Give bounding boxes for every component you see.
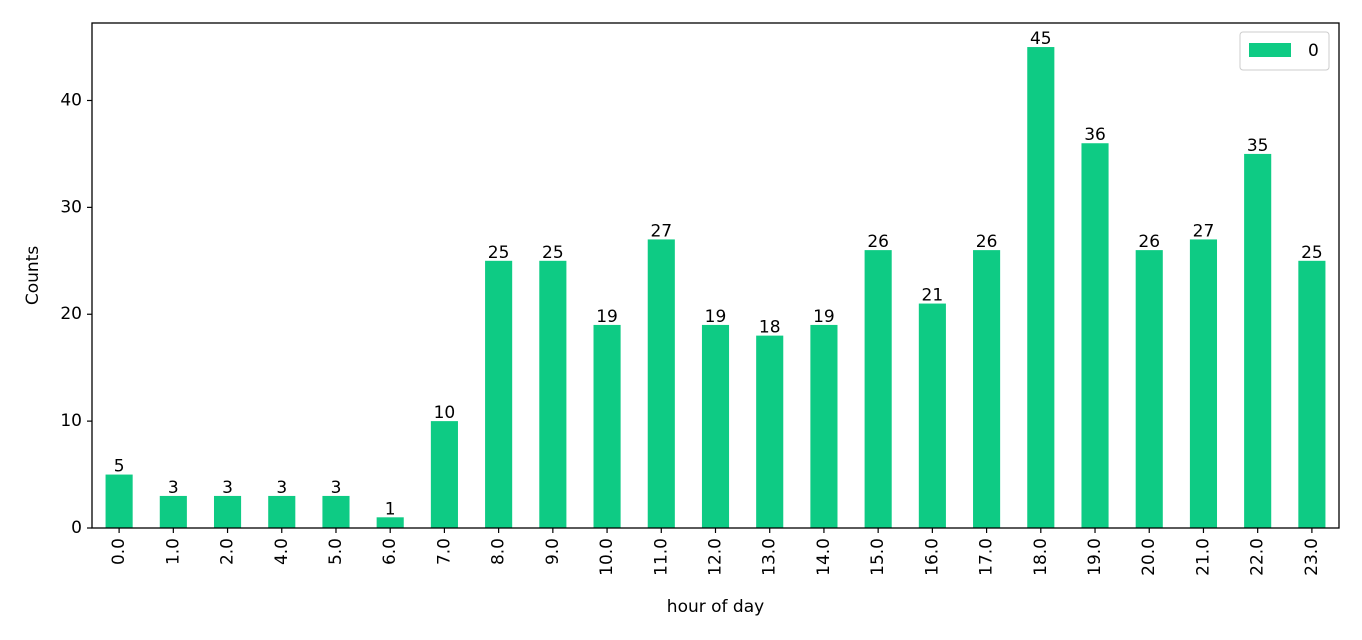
x-tick-label: 12.0: [706, 538, 726, 576]
bar-7.0: [430, 421, 458, 528]
bar-17.0: [973, 250, 1001, 529]
x-axis-ticks: 0.0 1.0 2.0 4.0 5.0 6.0 7.0 8.0 9.0 10.0 11.0 12.0 1…: [109, 528, 1322, 576]
bar-18.0: [1027, 47, 1055, 529]
bar-value-label: 10: [434, 403, 456, 423]
bar-4.0: [268, 495, 296, 528]
x-tick-label: 15.0: [868, 538, 888, 576]
x-tick-label: 19.0: [1085, 538, 1105, 576]
x-tick-label: 0.0: [109, 538, 129, 565]
bar-value-label: 45: [1030, 29, 1052, 49]
y-tick-label: 20: [60, 304, 82, 324]
x-tick-label: 21.0: [1193, 538, 1213, 576]
bar-19.0: [1081, 143, 1109, 528]
legend: 0: [1239, 31, 1330, 71]
x-tick-label: 10.0: [597, 538, 617, 576]
bar-value-label: 5: [114, 457, 125, 477]
x-tick-label: 22.0: [1248, 538, 1268, 576]
x-tick-label: 6.0: [380, 538, 400, 565]
x-tick-label: 16.0: [922, 538, 942, 576]
bar-23.0: [1298, 260, 1326, 528]
bar-value-label: 19: [813, 307, 835, 327]
bar-value-label: 26: [976, 232, 998, 252]
plot-frame: [91, 22, 1340, 529]
x-tick-label: 20.0: [1139, 538, 1159, 576]
bar-20.0: [1135, 250, 1163, 529]
bar-value-label: 19: [705, 307, 727, 327]
bar-1.0: [159, 495, 187, 528]
y-axis-label: Counts: [23, 246, 43, 305]
bar-6.0: [376, 517, 404, 528]
x-tick-label: 23.0: [1302, 538, 1322, 576]
legend-entry-label: 0: [1308, 41, 1319, 61]
x-tick-label: 1.0: [163, 538, 183, 565]
legend-swatch: [1249, 43, 1291, 57]
bar-value-label: 19: [596, 307, 618, 327]
bar-21.0: [1189, 239, 1218, 528]
x-tick-label: 14.0: [814, 538, 834, 576]
bar-value-label: 26: [1138, 232, 1160, 252]
y-tick-label: 30: [60, 197, 82, 217]
bar-value-label: 3: [222, 478, 233, 498]
bar-11.0: [647, 239, 675, 528]
y-tick-label: 40: [60, 90, 82, 110]
y-tick-label: 0: [71, 518, 82, 538]
bar-value-label: 3: [276, 478, 287, 498]
bar-15.0: [864, 250, 892, 529]
x-tick-label: 11.0: [651, 538, 671, 576]
bar-value-label: 25: [488, 243, 510, 263]
bar-value-label: 25: [542, 243, 564, 263]
bar-10.0: [593, 324, 621, 528]
bar-14.0: [810, 324, 838, 528]
y-axis-ticks: 0 10 20 30 40: [60, 90, 92, 538]
x-tick-label: 4.0: [272, 538, 292, 565]
bar-9.0: [539, 260, 567, 528]
bar-8.0: [485, 260, 513, 528]
x-tick-label: 5.0: [326, 538, 346, 565]
bar-value-label: 27: [650, 221, 672, 241]
bar-value-label: 3: [331, 478, 342, 498]
y-tick-label: 10: [60, 411, 82, 431]
bar-5.0: [322, 495, 350, 528]
bar-labels-layer: 5 3 3 3 3 1 10 25 25 19 27 19 18 19 26 21 26 45 36 26 27 35 25: [114, 29, 1323, 519]
bar-value-label: 26: [867, 232, 889, 252]
bar-value-label: 18: [759, 318, 781, 338]
bar-value-label: 25: [1301, 243, 1323, 263]
bars-layer: [105, 47, 1326, 529]
bar-value-label: 3: [168, 478, 179, 498]
bar-value-label: 36: [1084, 125, 1106, 145]
x-tick-label: 2.0: [218, 538, 238, 565]
x-axis-label: hour of day: [667, 597, 764, 617]
x-tick-label: 9.0: [543, 538, 563, 565]
bar-13.0: [756, 335, 784, 528]
bar-value-label: 35: [1247, 136, 1269, 156]
bar-16.0: [918, 303, 946, 528]
bar-0.0: [105, 474, 133, 528]
x-tick-label: 8.0: [489, 538, 509, 565]
x-tick-label: 7.0: [434, 538, 454, 565]
bar-2.0: [213, 495, 242, 528]
x-tick-label: 13.0: [760, 538, 780, 576]
bar-22.0: [1244, 153, 1272, 529]
x-tick-label: 17.0: [977, 538, 997, 576]
bar-value-label: 1: [385, 499, 396, 519]
bar-12.0: [701, 324, 730, 528]
bar-value-label: 27: [1193, 221, 1215, 241]
bar-value-label: 21: [922, 286, 944, 306]
x-tick-label: 18.0: [1031, 538, 1051, 576]
